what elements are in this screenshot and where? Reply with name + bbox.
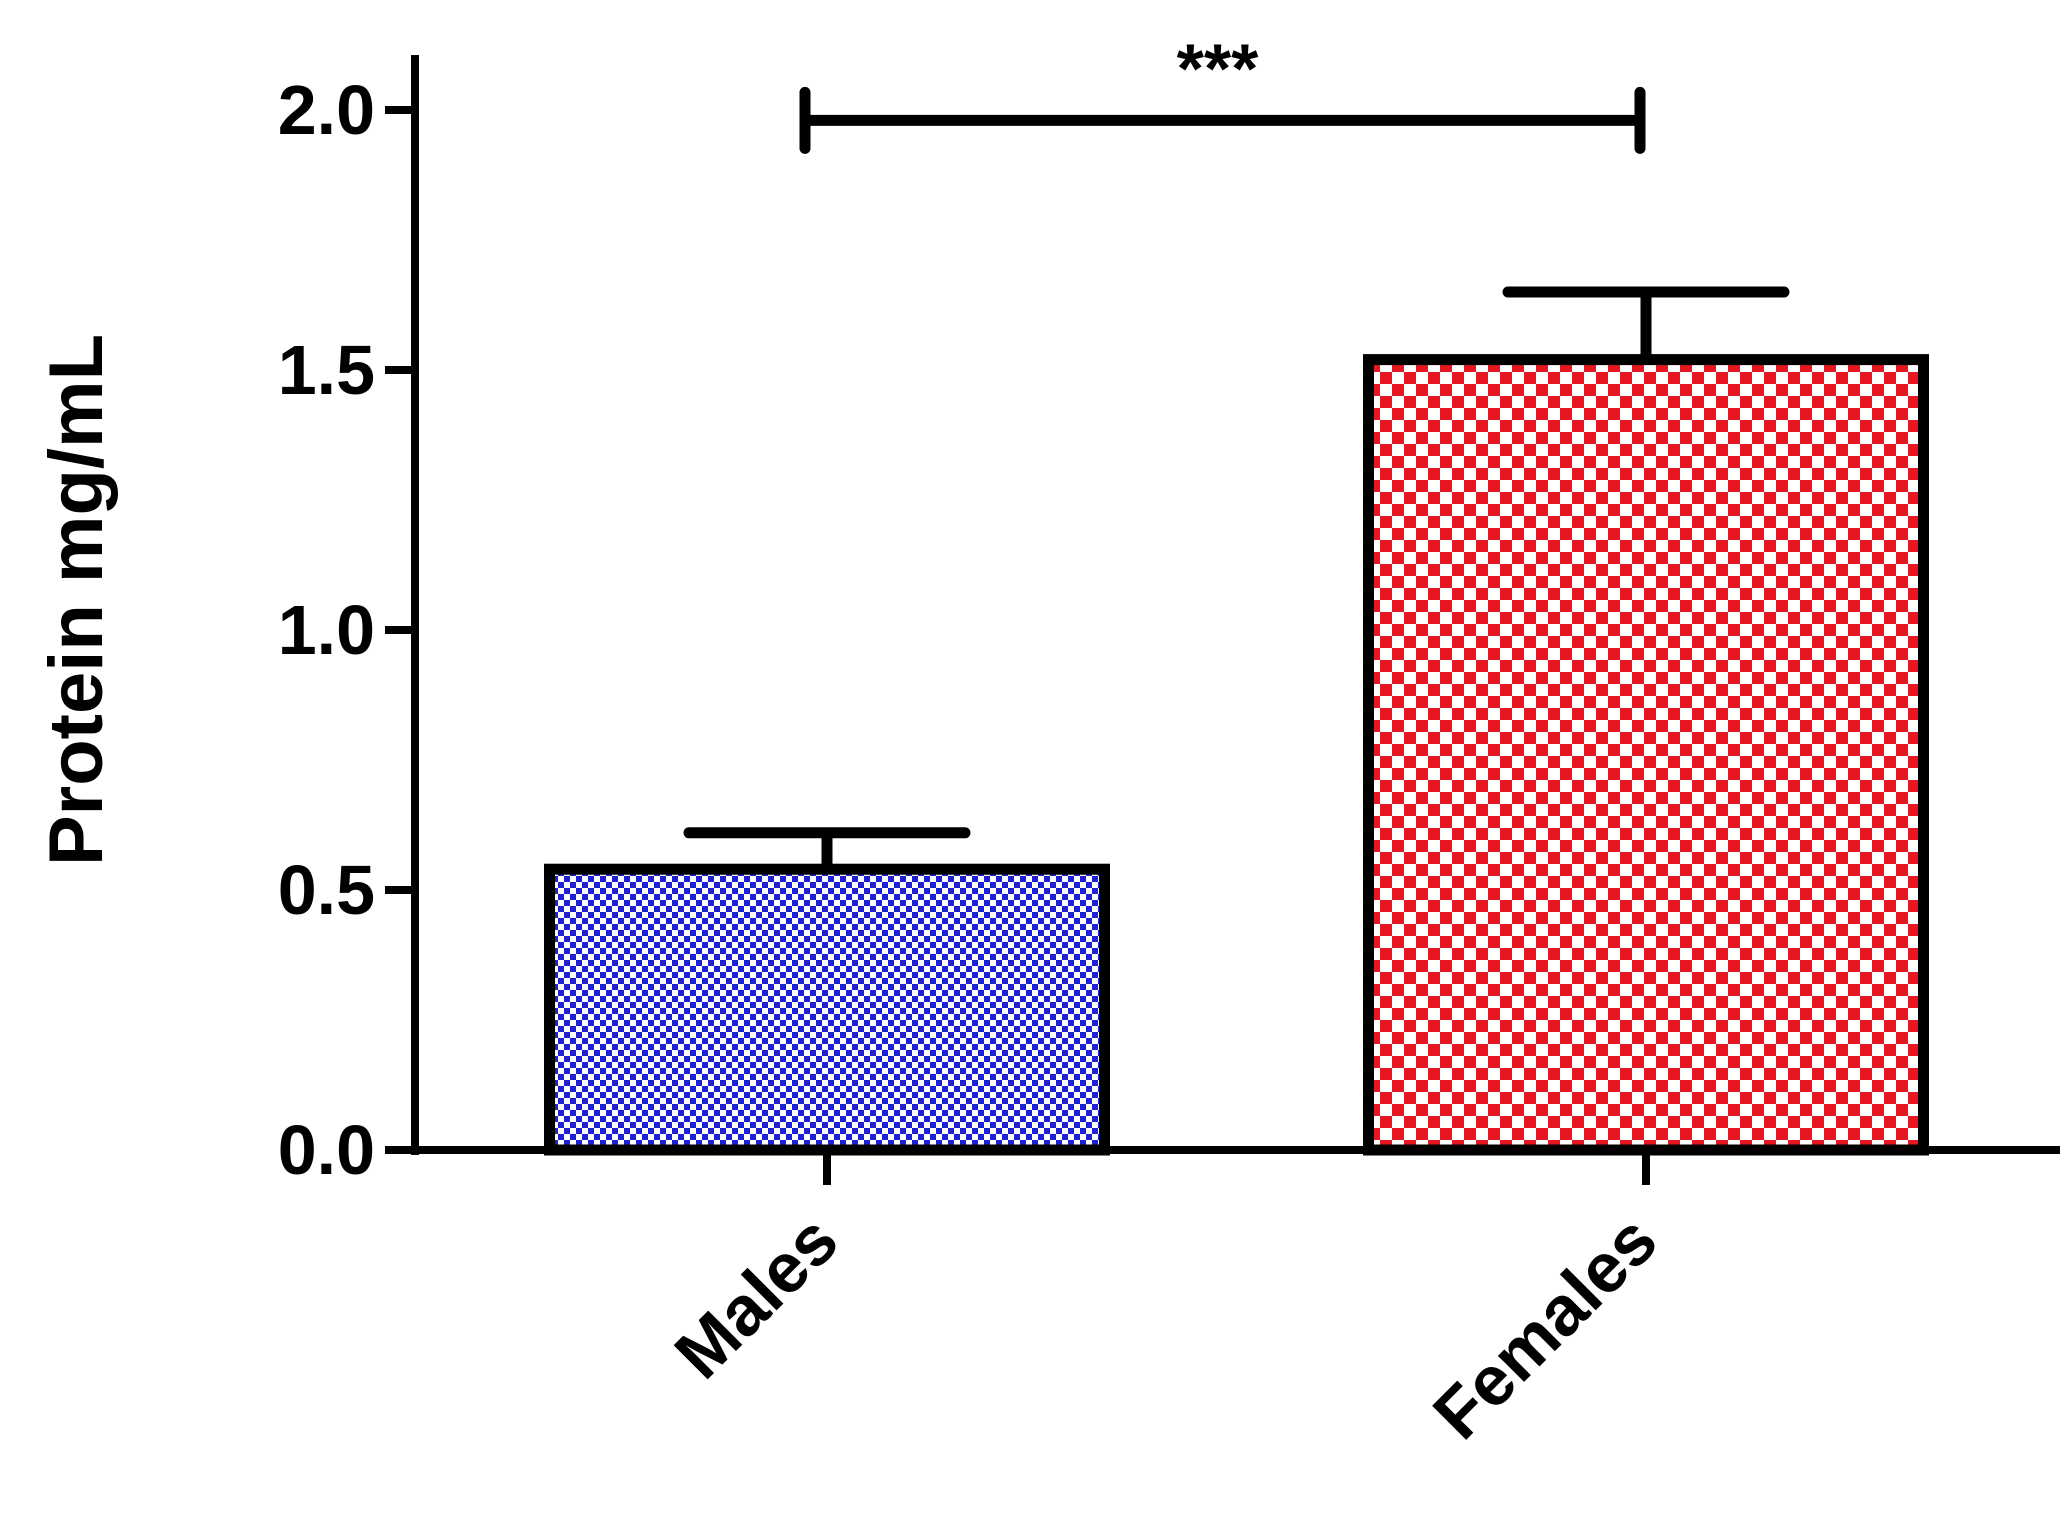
y-axis-label: Protein mg/mL <box>34 334 119 866</box>
x-tick-label: Females <box>1418 1200 1671 1453</box>
bar-males <box>544 863 1110 1156</box>
y-tick-label: 0.0 <box>278 1111 375 1189</box>
y-tick-label: 1.0 <box>278 591 375 669</box>
y-tick-label: 1.5 <box>278 331 375 409</box>
y-tick-label: 2.0 <box>278 71 375 149</box>
x-tick-label: Males <box>660 1200 853 1393</box>
bar-females <box>1363 354 1929 1156</box>
y-tick-label: 0.5 <box>278 851 375 929</box>
significance-label: *** <box>1177 29 1259 107</box>
